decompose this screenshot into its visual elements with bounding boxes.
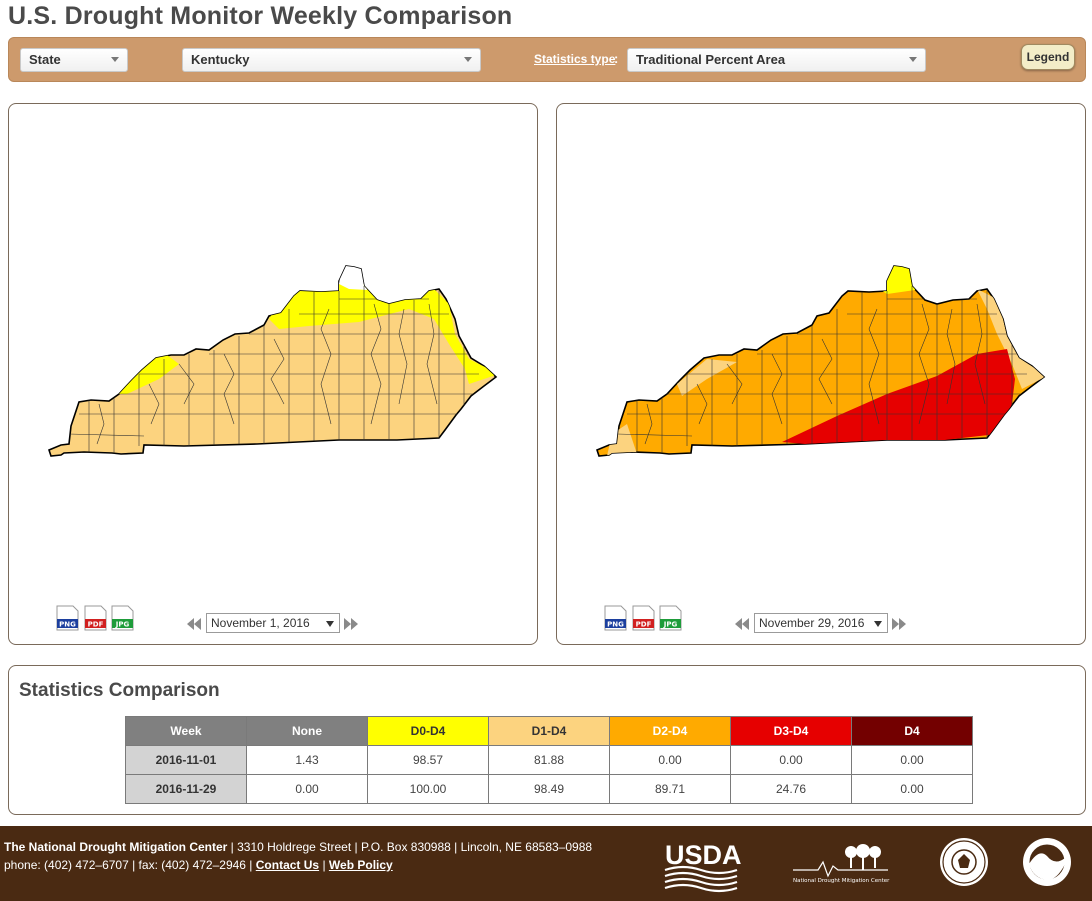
value-cell: 100.00 bbox=[367, 774, 489, 804]
jpg-download-icon[interactable]: JPG bbox=[111, 605, 134, 631]
week-cell: 2016-11-01 bbox=[125, 745, 247, 775]
svg-text:PDF: PDF bbox=[88, 621, 104, 629]
kentucky-drought-map-right[interactable]: PNG PDF JPG bbox=[557, 104, 1087, 646]
kentucky-drought-map-left[interactable]: PNG PDF JPG bbox=[9, 104, 539, 646]
contact-us-link[interactable]: Contact Us bbox=[255, 858, 320, 872]
value-cell: 98.57 bbox=[367, 745, 489, 775]
next-week-icon[interactable] bbox=[892, 618, 906, 630]
value-cell: 0.00 bbox=[851, 745, 973, 775]
map-panel-left: PNG PDF JPG November 1, 2016 bbox=[8, 103, 538, 645]
map-date-value: November 1, 2016 bbox=[211, 616, 310, 630]
table-row: 2016-11-29 0.00 100.00 98.49 89.71 24.76… bbox=[125, 774, 973, 804]
area-name-value: Kentucky bbox=[191, 52, 250, 67]
value-cell: 24.76 bbox=[730, 774, 852, 804]
column-header-d2-d4: D2-D4 bbox=[609, 716, 731, 746]
next-week-icon[interactable] bbox=[344, 618, 358, 630]
column-header-d1-d4: D1-D4 bbox=[488, 716, 610, 746]
value-cell: 81.88 bbox=[488, 745, 610, 775]
column-header-d3-d4: D3-D4 bbox=[730, 716, 852, 746]
map-date-value: November 29, 2016 bbox=[759, 616, 865, 630]
footer-org-name: The National Drought Mitigation Center bbox=[4, 840, 228, 854]
controls-toolbar: State Kentucky Statistics type : Traditi… bbox=[8, 37, 1086, 82]
statistics-type-value: Traditional Percent Area bbox=[636, 52, 786, 67]
usda-logo: USDA bbox=[664, 840, 742, 893]
noaa-seal-icon bbox=[1023, 838, 1071, 886]
page-title: U.S. Drought Monitor Weekly Comparison bbox=[8, 2, 513, 30]
svg-text:USDA: USDA bbox=[665, 840, 742, 870]
map-date-select-left[interactable]: November 1, 2016 bbox=[206, 613, 340, 633]
area-name-select[interactable]: Kentucky bbox=[182, 48, 481, 72]
previous-week-icon[interactable] bbox=[735, 618, 749, 630]
value-cell: 0.00 bbox=[609, 745, 731, 775]
footer-contact-line: phone: (402) 472–6707 | fax: (402) 472–2… bbox=[4, 858, 393, 872]
footer-phone: phone: (402) 472–6707 | fax: (402) 472–2… bbox=[4, 858, 256, 872]
value-cell: 98.49 bbox=[488, 774, 610, 804]
table-header-row: Week None D0-D4 D1-D4 D2-D4 D3-D4 D4 bbox=[125, 716, 973, 746]
statistics-panel: Statistics Comparison Week None D0-D4 D1… bbox=[8, 665, 1086, 815]
statistics-title: Statistics Comparison bbox=[19, 680, 220, 701]
chevron-down-icon bbox=[464, 57, 472, 62]
svg-text:PDF: PDF bbox=[636, 621, 652, 629]
statistics-type-select[interactable]: Traditional Percent Area bbox=[627, 48, 926, 72]
pdf-download-icon[interactable]: PDF bbox=[632, 605, 655, 631]
footer-separator: | bbox=[319, 858, 329, 872]
statistics-type-link[interactable]: Statistics type bbox=[534, 52, 616, 66]
map-date-select-right[interactable]: November 29, 2016 bbox=[754, 613, 888, 633]
map-panel-right: PNG PDF JPG November 29, 2016 bbox=[556, 103, 1086, 645]
svg-text:PNG: PNG bbox=[607, 621, 624, 629]
chevron-down-icon bbox=[111, 57, 119, 62]
statistics-table: Week None D0-D4 D1-D4 D2-D4 D3-D4 D4 201… bbox=[125, 716, 973, 804]
area-type-value: State bbox=[29, 52, 61, 67]
value-cell: 1.43 bbox=[246, 745, 368, 775]
jpg-download-icon[interactable]: JPG bbox=[659, 605, 682, 631]
chevron-down-icon bbox=[326, 621, 334, 627]
kentucky-state-shape bbox=[48, 265, 498, 457]
previous-week-icon[interactable] bbox=[187, 618, 201, 630]
chevron-down-icon bbox=[874, 621, 882, 627]
svg-text:JPG: JPG bbox=[663, 621, 678, 629]
ndmc-logo: National Drought Mitigation Center bbox=[793, 844, 890, 884]
site-footer: The National Drought Mitigation Center |… bbox=[0, 826, 1092, 901]
value-cell: 0.00 bbox=[246, 774, 368, 804]
column-header-d4: D4 bbox=[851, 716, 973, 746]
dept-of-commerce-seal-icon bbox=[940, 838, 988, 886]
svg-text:National Drought Mitigation Ce: National Drought Mitigation Center bbox=[793, 878, 890, 884]
column-header-none: None bbox=[246, 716, 368, 746]
png-download-icon[interactable]: PNG bbox=[604, 605, 627, 631]
value-cell: 0.00 bbox=[730, 745, 852, 775]
county-lines bbox=[616, 286, 1027, 454]
footer-address: | 3310 Holdrege Street | P.O. Box 830988… bbox=[227, 840, 593, 854]
kentucky-state-shape bbox=[596, 265, 1046, 457]
column-header-d0-d4: D0-D4 bbox=[367, 716, 489, 746]
footer-address-line: The National Drought Mitigation Center |… bbox=[4, 840, 592, 854]
legend-button[interactable]: Legend bbox=[1021, 44, 1075, 70]
png-download-icon[interactable]: PNG bbox=[56, 605, 79, 631]
county-lines bbox=[68, 286, 479, 454]
web-policy-link[interactable]: Web Policy bbox=[328, 858, 393, 872]
svg-text:JPG: JPG bbox=[115, 621, 130, 629]
column-header-week: Week bbox=[125, 716, 247, 746]
week-cell: 2016-11-29 bbox=[125, 774, 247, 804]
svg-text:PNG: PNG bbox=[59, 621, 76, 629]
table-row: 2016-11-01 1.43 98.57 81.88 0.00 0.00 0.… bbox=[125, 745, 973, 775]
value-cell: 89.71 bbox=[609, 774, 731, 804]
chevron-down-icon bbox=[909, 57, 917, 62]
pdf-download-icon[interactable]: PDF bbox=[84, 605, 107, 631]
label-colon: : bbox=[614, 51, 619, 66]
value-cell: 0.00 bbox=[851, 774, 973, 804]
area-type-select[interactable]: State bbox=[20, 48, 128, 72]
